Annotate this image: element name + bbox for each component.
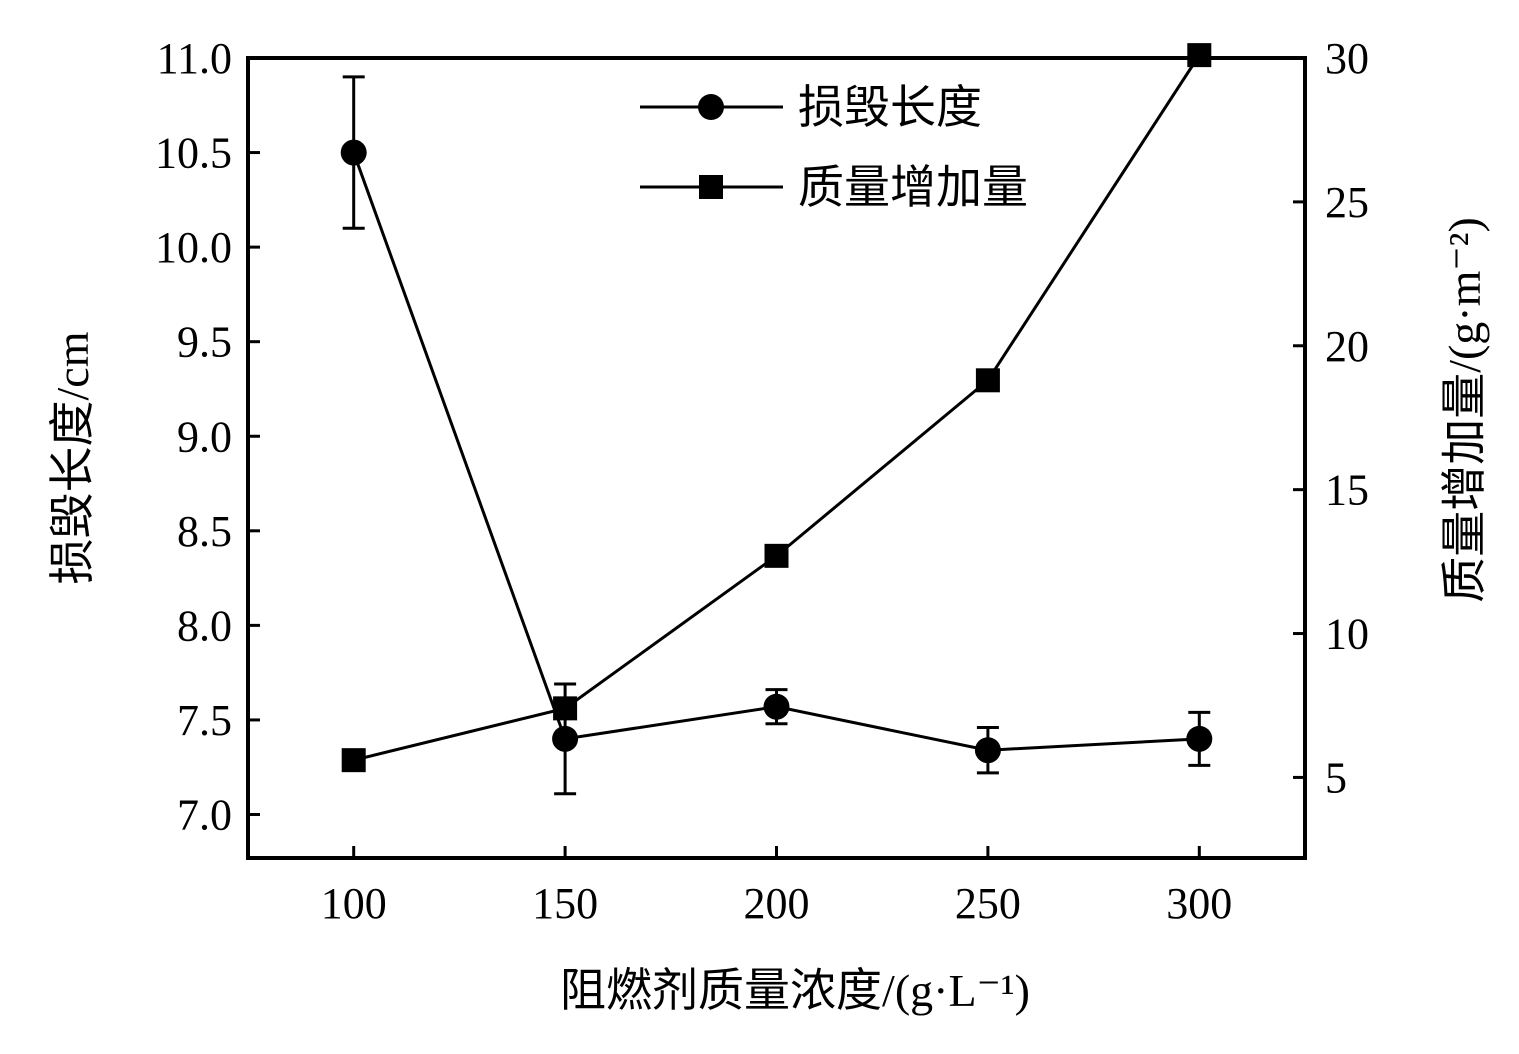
plot-frame [246, 56, 1307, 860]
right-y-tick-label: 10 [1325, 610, 1369, 659]
data-point-square [764, 543, 789, 568]
data-point-square [341, 748, 366, 773]
right-y-tick-label: 5 [1325, 753, 1347, 802]
left-y-axis-title: 损毁长度/cm [47, 331, 98, 584]
series-line-0 [352, 152, 1200, 752]
x-tick-label: 200 [744, 879, 810, 928]
right-y-tick-label: 30 [1325, 34, 1369, 83]
data-point-circle [340, 139, 367, 166]
data-point-circle [552, 725, 579, 752]
right-y-tick-label: 20 [1325, 322, 1369, 371]
x-axis-title: 阻燃剂质量浓度/(g·L⁻¹) [560, 965, 1030, 1016]
data-point-square [975, 368, 1000, 393]
legend-label-0: 损毁长度 [798, 82, 982, 133]
left-y-tick-label: 8.0 [177, 601, 232, 650]
x-tick-label: 100 [321, 879, 387, 928]
left-y-tick-label: 9.5 [177, 318, 232, 367]
data-point-circle [1186, 725, 1213, 752]
legend-marker-circle [698, 94, 724, 120]
data-point-square [553, 696, 578, 721]
data-point-circle [974, 737, 1001, 764]
ticks-layer: 100 150 200 250 300 7.0 7.5 8.0 8.5 9.0 9.5 10.0 10.… [155, 34, 1369, 928]
left-y-tick-label: 8.5 [177, 507, 232, 556]
legend-marker-square [699, 175, 723, 199]
left-y-tick-label: 9.0 [177, 412, 232, 461]
x-tick-label: 300 [1166, 879, 1232, 928]
x-tick-label: 150 [532, 879, 598, 928]
data-point-square [1187, 43, 1212, 68]
legend-label-1: 质量增加量 [798, 162, 1028, 213]
left-y-tick-label: 10.0 [155, 223, 232, 272]
left-y-tick-label: 7.0 [177, 791, 232, 840]
right-y-axis-title: 质量增加量/(g·m⁻²) [1439, 217, 1490, 603]
right-y-tick-label: 25 [1325, 178, 1369, 227]
right-y-tick-label: 15 [1325, 466, 1369, 515]
left-y-tick-label: 10.5 [155, 129, 232, 178]
left-y-tick-label: 7.5 [177, 696, 232, 745]
series-line-1 [353, 54, 1201, 762]
x-tick-label: 250 [955, 879, 1021, 928]
series-layer [340, 43, 1213, 796]
left-y-tick-label: 11.0 [157, 34, 232, 83]
data-point-circle [763, 693, 790, 720]
